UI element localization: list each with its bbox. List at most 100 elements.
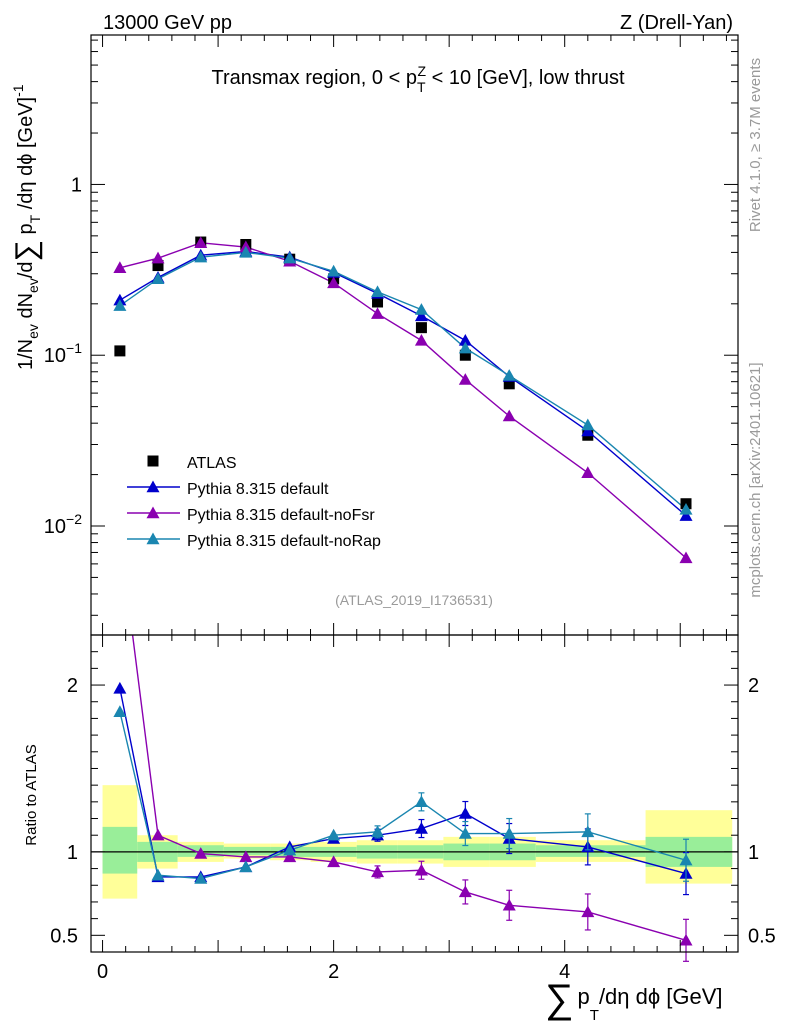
data-point-pythia-8-315-default-nofsr	[414, 333, 428, 346]
rivet-version-label: Rivet 4.1.0, ≥ 3.7M events	[747, 58, 764, 232]
data-point-pythia-8-315-default-nofsr	[458, 373, 472, 385]
data-point-pythia-8-315-default-norap	[581, 418, 595, 431]
legend-marker	[146, 532, 160, 545]
ratio-frame	[90, 634, 739, 953]
ratio-point-pythia-8-315-default-nofsr	[194, 847, 208, 859]
data-point-pythia-8-315-default	[414, 309, 428, 322]
ratio-band-inner	[223, 846, 271, 856]
x-axis-label-sigma: ∑	[545, 977, 574, 1021]
ratio-line-pythia-8-315-default-norap	[119, 711, 687, 880]
y-tick-label: 10−2	[44, 511, 82, 538]
ratio-point-pythia-8-315-default-norap	[581, 825, 595, 838]
chart-title-post: < 10 [GeV], low thrust	[426, 67, 625, 89]
data-point-pythia-8-315-default	[458, 333, 472, 346]
main-panel: 1 10−1 10−2 Transmax region, 0 < pTZ < 10 …	[10, 34, 739, 636]
ratio-y-tick-label-left: 2	[67, 675, 78, 697]
data-point-pythia-8-315-default-norap	[502, 369, 516, 381]
ratio-axis-ticks	[91, 635, 738, 952]
data-point-pythia-8-315-default-norap	[679, 502, 693, 515]
ratio-point-pythia-8-315-default-norap	[371, 825, 385, 838]
ratio-y-tick-label-left: 1	[67, 842, 78, 864]
ratio-panel: 2 2 1 1 0.5 0.5 0 2 4 Ratio to ATLAS	[23, 634, 776, 983]
legend-marker	[146, 480, 160, 493]
legend: ATLAS Pythia 8.315 default Pythia 8.315 de…	[127, 455, 381, 550]
ratio-point-pythia-8-315-default	[113, 681, 127, 694]
main-axis-ticks	[91, 35, 738, 635]
data-point-pythia-8-315-default-nofsr	[371, 307, 385, 319]
legend-entry-label: Pythia 8.315 default	[187, 481, 329, 498]
ratio-y-tick-label-right: 0.5	[748, 925, 776, 947]
ratio-point-pythia-8-315-default	[414, 822, 428, 834]
data-point-pythia-8-315-default	[679, 509, 693, 521]
x-tick-label: 4	[559, 961, 570, 983]
data-point-pythia-8-315-default-nofsr	[581, 466, 595, 478]
x-tick-label: 0	[97, 961, 108, 983]
data-point-pythia-8-315-default-norap	[194, 250, 208, 263]
ratio-point-pythia-8-315-default-norap	[502, 827, 516, 839]
ratio-point-pythia-8-315-default-norap	[113, 705, 127, 717]
ratio-point-pythia-8-315-default-norap	[414, 795, 428, 808]
data-point-atlas	[503, 378, 515, 390]
ratio-point-pythia-8-315-default-nofsr	[283, 850, 297, 863]
legend-entry-label: Pythia 8.315 default-noFsr	[187, 507, 375, 524]
ratio-series-lines	[119, 635, 687, 941]
ratio-point-pythia-8-315-default-nofsr	[458, 885, 472, 898]
chart-title-sup: Z	[418, 63, 427, 79]
series-line-pythia-8-315-default	[119, 250, 687, 517]
mcplots-label: mcplots.cern.ch [arXiv:2401.10621]	[747, 362, 764, 597]
x-axis-label-p: p	[578, 984, 590, 1009]
ratio-point-pythia-8-315-default-nofsr	[502, 898, 516, 911]
ratio-y-tick-label-right: 1	[748, 842, 759, 864]
data-point-pythia-8-315-default-nofsr	[113, 261, 127, 274]
series-line-pythia-8-315-default-nofsr	[119, 242, 687, 559]
x-tick-label: 2	[328, 961, 339, 983]
ratio-point-pythia-8-315-default-nofsr	[679, 933, 693, 946]
data-point-pythia-8-315-default-nofsr	[151, 251, 165, 264]
data-point-atlas	[114, 345, 126, 357]
ratio-point-pythia-8-315-default-norap	[327, 828, 341, 841]
data-point-atlas	[459, 349, 471, 361]
ratio-point-pythia-8-315-default-nofsr	[327, 855, 341, 868]
data-point-atlas	[152, 260, 164, 272]
analysis-id: (ATLAS_2019_I1736531)	[335, 592, 493, 608]
ratio-point-pythia-8-315-default-nofsr	[414, 863, 428, 876]
ratio-point-pythia-8-315-default	[458, 807, 472, 819]
main-y-tick-labels: 1 10−1 10−2	[44, 174, 82, 538]
series-line-pythia-8-315-default-norap	[119, 251, 687, 510]
y-axis-label: 1/Nev dNev/d∑ pT /dη dϕ [GeV]-1	[10, 84, 43, 370]
y-tick-label: 1	[71, 174, 82, 196]
chart-title-pre: Transmax region, 0 < p	[211, 67, 416, 89]
data-point-pythia-8-315-default-norap	[414, 303, 428, 315]
ratio-point-pythia-8-315-default-norap	[239, 860, 253, 873]
chart-title: Transmax region, 0 < pTZ < 10 [GeV], low…	[211, 63, 624, 95]
data-point-pythia-8-315-default-norap	[151, 272, 165, 285]
ratio-y-tick-label-left: 0.5	[50, 925, 78, 947]
data-point-atlas	[415, 322, 427, 334]
chart-title-sub: T	[417, 79, 426, 95]
data-point-pythia-8-315-default	[581, 424, 595, 437]
legend-marker-atlas	[147, 455, 159, 467]
x-tick-labels: 0 2 4	[97, 961, 570, 983]
ratio-y-tick-labels: 2 2 1 1 0.5 0.5	[50, 675, 776, 947]
ratio-point-pythia-8-315-default-nofsr	[151, 828, 165, 841]
y-tick-label: 10−1	[44, 340, 82, 367]
data-point-pythia-8-315-default-norap	[113, 299, 127, 311]
legend-entry-label: ATLAS	[187, 455, 237, 472]
ratio-point-pythia-8-315-default-nofsr	[239, 850, 253, 863]
ratio-point-pythia-8-315-default-norap	[194, 872, 208, 884]
data-point-atlas	[372, 296, 384, 308]
ratio-point-pythia-8-315-default-nofsr	[371, 865, 385, 878]
ratio-line-pythia-8-315-default	[119, 688, 687, 878]
ratio-y-axis-label: Ratio to ATLAS	[23, 744, 40, 845]
data-point-pythia-8-315-default-norap	[283, 251, 297, 264]
data-point-pythia-8-315-default-norap	[371, 285, 385, 298]
ratio-point-pythia-8-315-default-norap	[458, 827, 472, 839]
ratio-series-markers	[113, 681, 693, 962]
ratio-point-pythia-8-315-default-nofsr	[581, 905, 595, 918]
legend-marker	[146, 506, 160, 519]
header-right: Z (Drell-Yan)	[620, 12, 733, 34]
ratio-y-tick-label-right: 2	[748, 675, 759, 697]
data-point-pythia-8-315-default-norap	[458, 341, 472, 354]
legend-entry-label: Pythia 8.315 default-noRap	[187, 533, 381, 550]
